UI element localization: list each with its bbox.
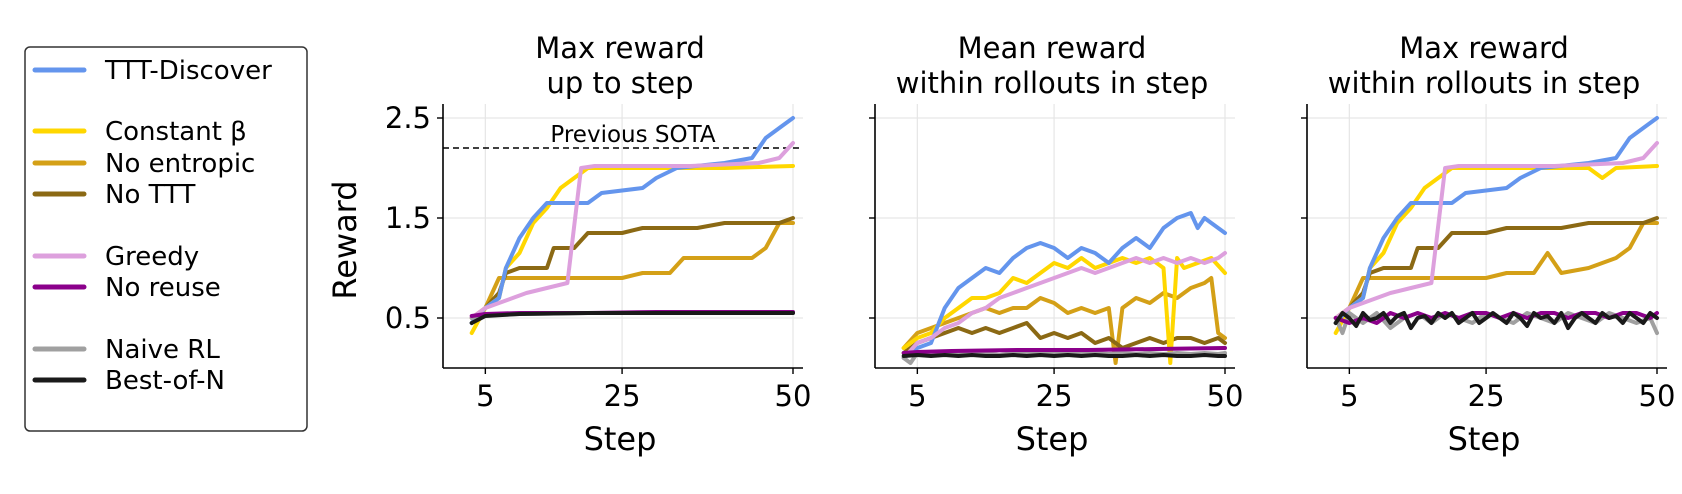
series-line-no-entropic	[469, 221, 795, 320]
series-line-no-ttt	[1333, 216, 1659, 325]
legend-label: Best-of-N	[105, 366, 225, 396]
y-tick-label: 0.5	[385, 301, 431, 335]
series-line-greedy	[469, 141, 795, 320]
legend-label: Naive RL	[105, 335, 220, 365]
x-tick-label: 25	[604, 379, 641, 413]
panel-max-reward-within-rollouts: Max reward within rollouts in step Step …	[1301, 31, 1675, 458]
series-line-greedy	[901, 251, 1227, 360]
legend-label: Greedy	[105, 242, 199, 272]
x-tick-label: 25	[1036, 379, 1073, 413]
series-line-constant	[901, 256, 1227, 365]
x-axis-label: Step	[1016, 420, 1089, 458]
y-tick-label: 1.5	[385, 201, 431, 235]
x-tick-label: 5	[908, 379, 926, 413]
legend-item-naive-rl: Naive RL	[32, 335, 220, 365]
series-line-no-ttt	[469, 216, 795, 325]
legend-item-constant: Constant β	[32, 117, 247, 147]
legend-item-no-ttt: No TTT	[32, 180, 195, 210]
panel-title-line-1: Max reward	[1399, 31, 1569, 65]
x-tick-label: 50	[1639, 379, 1676, 413]
series-line-best-of-n	[901, 353, 1227, 358]
legend-frame	[24, 46, 308, 432]
series-line-best-of-n	[469, 311, 795, 325]
y-tick-label: 2.5	[385, 101, 431, 135]
legend-label: No reuse	[105, 273, 221, 303]
panel-title-line-1: Max reward	[535, 31, 705, 65]
series-line-ttt-discover	[1333, 116, 1659, 325]
panel-max-reward-up-to-step: Max reward up to step Reward Step 5 25 50 0…	[326, 31, 811, 458]
legend-item-ttt-discover: TTT-Discover	[32, 56, 272, 86]
panel-title-line-1: Mean reward	[958, 31, 1147, 65]
x-tick-label: 25	[1468, 379, 1505, 413]
x-tick-label: 5	[476, 379, 494, 413]
panel-title-line-2: within rollouts in step	[896, 66, 1209, 100]
legend-item-greedy: Greedy	[32, 242, 199, 272]
previous-sota-label: Previous SOTA	[550, 122, 715, 148]
series-line-best-of-n	[1333, 311, 1659, 330]
legend-item-best-of-n: Best-of-N	[32, 366, 225, 396]
panel-mean-reward-within-rollouts: Mean reward within rollouts in step Step…	[869, 31, 1243, 458]
legend-label: No entropic	[105, 149, 255, 179]
x-axis-label: Step	[1448, 420, 1521, 458]
x-tick-label: 50	[775, 379, 812, 413]
legend-item-no-entropic: No entropic	[32, 149, 255, 179]
series-line-no-reuse	[901, 346, 1227, 355]
x-axis-label: Step	[584, 420, 657, 458]
panel-title-line-2: within rollouts in step	[1328, 66, 1641, 100]
series-line-no-entropic	[901, 276, 1227, 365]
x-tick-label: 5	[1340, 379, 1358, 413]
legend-item-no-reuse: No reuse	[32, 273, 221, 303]
y-axis-label: Reward	[326, 180, 364, 299]
series-line-ttt-discover	[469, 116, 795, 325]
series-line-no-ttt	[901, 321, 1227, 355]
legend-label: Constant β	[105, 117, 247, 147]
x-tick-label: 50	[1207, 379, 1244, 413]
series-line-greedy	[1333, 141, 1659, 320]
series-line-ttt-discover	[901, 211, 1227, 360]
panel-title-line-2: up to step	[546, 66, 693, 100]
legend-label: TTT-Discover	[104, 56, 272, 86]
legend-label: No TTT	[105, 180, 195, 210]
